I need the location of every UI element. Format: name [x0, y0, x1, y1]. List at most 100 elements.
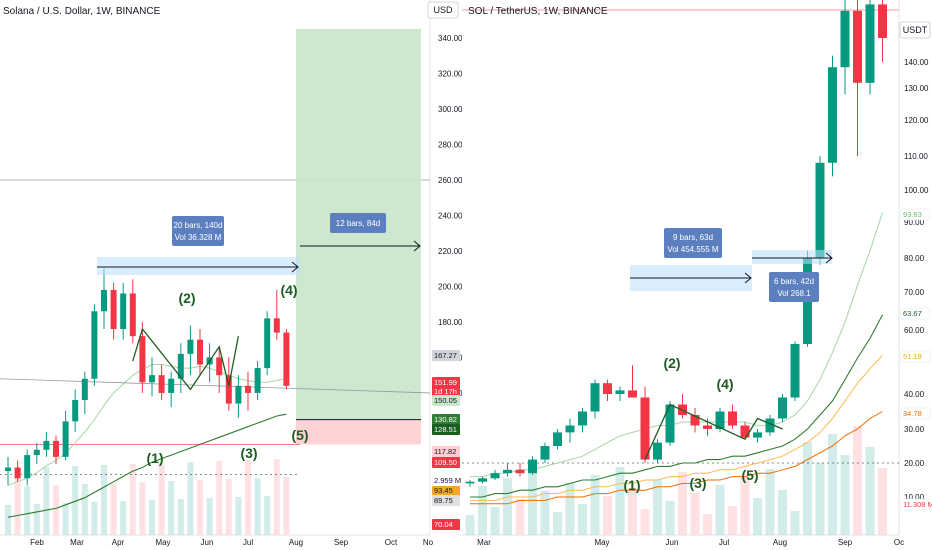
right-candle-body [840, 10, 850, 68]
left-x-tick-label: Sep [334, 538, 349, 547]
right-volume-bar [578, 504, 587, 535]
left-candle-body [53, 440, 59, 457]
right-price-tag-label: 51.19 [903, 352, 922, 361]
left-volume-bar [273, 459, 280, 535]
left-candle-body [158, 375, 165, 393]
right-x-tick-label: Jun [666, 538, 679, 547]
left-y-tick-label: 260.00 [438, 176, 462, 185]
right-candle-body [728, 411, 737, 426]
right-x-tick-label: Jul [719, 538, 729, 547]
left-stop-zone[interactable] [296, 419, 421, 445]
left-candle-body [101, 289, 107, 312]
left-price-tag [432, 446, 460, 457]
right-currency-button[interactable]: USDT [899, 21, 931, 39]
left-volume-bar [149, 500, 155, 535]
left-volume-bar [91, 502, 98, 535]
left-volume-bar [206, 498, 213, 535]
right-candle-body [690, 415, 700, 426]
right-price-tag [900, 407, 931, 420]
right-wave-label: (3) [689, 475, 706, 491]
right-candle-body [515, 469, 525, 474]
right-volume-bar [878, 468, 887, 535]
left-chart-pane[interactable]: (1) (2) (3) (4) (5) 20 bars, 140d Vol 36.328 M… [0, 0, 462, 550]
left-fast-ma-line [7, 364, 287, 486]
left-volume-bar [177, 499, 184, 535]
left-price-tag [432, 475, 460, 486]
right-y-tick-label: 30.00 [904, 425, 925, 434]
right-candle-body [665, 404, 675, 443]
left-volume-bar [197, 480, 203, 535]
right-x-tick-label: May [594, 538, 609, 547]
right-wave-label: (4) [716, 376, 733, 392]
right-measure-arrowhead [744, 272, 752, 284]
right-price-tag [900, 350, 931, 363]
right-volume-bar [553, 512, 562, 535]
left-y-tick-label: 200.00 [438, 282, 462, 291]
right-candle-body [528, 459, 537, 474]
left-volume-bar [216, 461, 223, 535]
right-volume-bar [515, 499, 525, 535]
left-chart-canvas[interactable]: (1) (2) (3) (4) (5) 20 bars, 140d Vol 36.328 M… [0, 0, 462, 550]
right-candle-body [790, 344, 800, 398]
right-candle-body [703, 425, 712, 429]
left-price-tag-label: 130.82 [434, 415, 457, 424]
right-x-tick-label: Aug [773, 538, 787, 547]
left-volume-bar [139, 482, 146, 535]
right-candle-body [503, 469, 512, 474]
left-volume-bar [110, 483, 117, 535]
right-price-tag-label: 63.67 [903, 309, 922, 318]
right-volume-bar [490, 507, 500, 535]
right-volume-bar [665, 501, 675, 535]
left-candle-body [149, 375, 155, 383]
right-candle-body [590, 383, 600, 412]
left-wave-label: (3) [240, 445, 257, 461]
left-volume-bar [225, 479, 232, 535]
right-candle-body [740, 425, 750, 438]
left-x-tick-label: Oct [385, 538, 398, 547]
left-currency-button[interactable]: USD [427, 1, 459, 19]
right-x-tick-label: Mar [477, 538, 491, 547]
left-trend-line [0, 378, 431, 394]
left-volume-bar [129, 464, 136, 535]
left-candle-body [254, 368, 261, 393]
right-candle-body [603, 383, 612, 394]
right-candle-body [640, 397, 650, 460]
left-volume-bar [235, 497, 242, 535]
left-volume-bar [72, 466, 79, 535]
left-volume-bar [24, 486, 31, 535]
right-candle-body [778, 397, 787, 419]
right-y-tick-label: 90.00 [904, 218, 925, 227]
right-chart-canvas[interactable]: (1) (2) (3) (4) (5) 9 bars, 63d Vol 454.555 M 6… [462, 0, 932, 550]
left-wave-label: (1) [146, 450, 163, 466]
left-x-tick-label: No [423, 538, 434, 547]
right-candle-body [765, 418, 775, 433]
left-volume-bar [158, 463, 165, 535]
left-price-tag-label: 128.51 [434, 425, 457, 434]
left-volume-bar [62, 503, 69, 535]
left-x-tick-label: May [155, 538, 170, 547]
right-y-tick-label: 140.00 [904, 58, 929, 67]
left-candle-body [235, 385, 242, 404]
right-chart-pane[interactable]: (1) (2) (3) (4) (5) 9 bars, 63d Vol 454.555 M 6… [462, 0, 932, 550]
left-price-tag-label: 89.75 [434, 496, 453, 505]
right-volume-bar [765, 469, 775, 535]
right-volume-bar [728, 506, 737, 535]
left-wave-label: (4) [280, 282, 297, 298]
left-price-tag [432, 424, 460, 435]
left-candle-body [129, 293, 136, 337]
left-wave-label: (5) [291, 427, 308, 443]
right-measure-range [752, 250, 832, 264]
left-slow-ma-line [7, 413, 287, 518]
right-volume-bar [740, 477, 750, 535]
left-volume-bar [14, 468, 21, 535]
left-currency-label: USD [433, 5, 453, 15]
right-volume-bar [565, 483, 575, 535]
right-measure-label: 9 bars, 63d [673, 233, 713, 242]
right-y-tick-label: 80.00 [904, 254, 925, 263]
right-volume-bar [815, 463, 825, 535]
right-candle-body [615, 390, 625, 394]
left-measure-badge [172, 216, 224, 246]
right-orange-ma-line [470, 354, 883, 501]
left-x-tick-label: Jul [243, 538, 253, 547]
left-volume-bar [43, 467, 50, 535]
